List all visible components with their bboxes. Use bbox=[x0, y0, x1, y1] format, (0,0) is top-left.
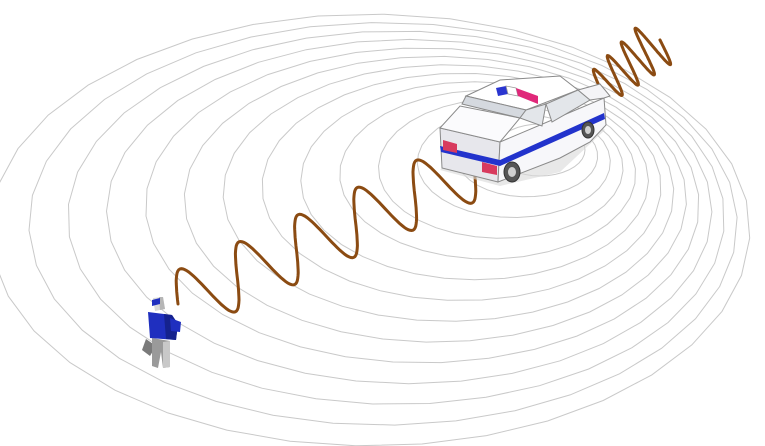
car-hubcap-rear bbox=[508, 167, 516, 177]
observer-person bbox=[142, 297, 181, 368]
observer-head-side bbox=[159, 297, 165, 310]
taillight-left bbox=[443, 140, 457, 153]
wavefront-ring bbox=[300, 81, 650, 281]
wavefront-ring bbox=[67, 30, 725, 405]
wavefront-ring bbox=[222, 64, 675, 322]
taillight-right bbox=[482, 162, 497, 175]
wavefront-ring bbox=[28, 22, 738, 426]
wavefront-ring bbox=[183, 55, 687, 343]
car-hood bbox=[576, 83, 611, 101]
observer-hair bbox=[152, 298, 160, 306]
wavefront-rings bbox=[0, 13, 751, 446]
wavefront-ring bbox=[0, 13, 751, 446]
siren-light-blue bbox=[496, 86, 508, 96]
compressed-sound-wave bbox=[591, 26, 673, 98]
observer-leg-shade bbox=[163, 341, 170, 368]
stretched-sound-wave bbox=[174, 158, 478, 314]
siren-light-red bbox=[516, 88, 538, 104]
wavefront-ring bbox=[261, 72, 662, 301]
car-hubcap-front bbox=[585, 126, 591, 134]
wavefront-ring bbox=[105, 38, 713, 385]
police-car bbox=[439, 75, 611, 186]
car-stripe-side bbox=[500, 113, 605, 166]
wavefront-ring bbox=[145, 47, 700, 364]
observer-arm bbox=[170, 318, 181, 332]
